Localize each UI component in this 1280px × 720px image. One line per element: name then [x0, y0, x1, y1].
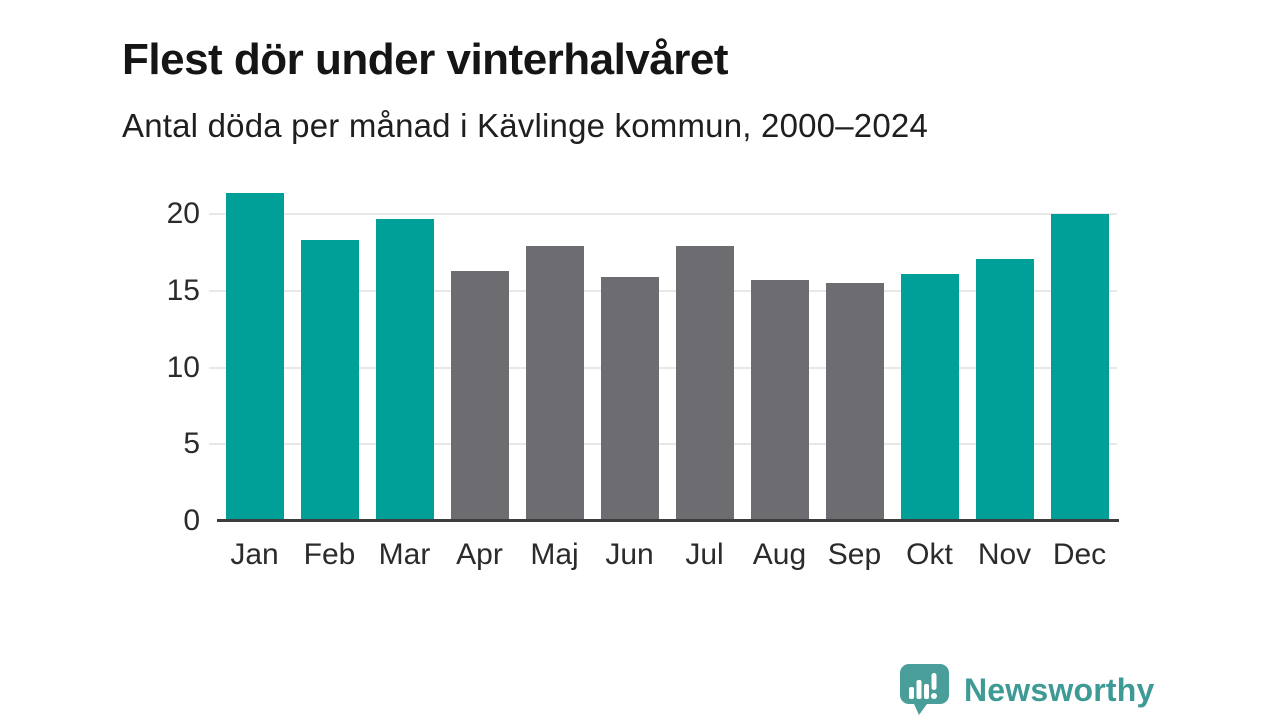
- bar-jun: [600, 277, 659, 521]
- gridline-y-20: [217, 213, 1117, 216]
- x-axis-label-jul: Jul: [685, 538, 724, 571]
- bar-okt: [900, 274, 959, 521]
- bar-aug: [750, 280, 809, 521]
- bar-mar: [375, 218, 434, 521]
- y-axis-tick-15: [209, 289, 217, 292]
- y-axis-label-20: 20: [166, 197, 200, 231]
- y-axis-tick-5: [209, 443, 217, 446]
- bar-jul: [675, 246, 734, 521]
- x-axis-label-mar: Mar: [378, 538, 431, 571]
- bar-jan: [225, 192, 284, 521]
- newsworthy-logo: Newsworthy: [897, 664, 1154, 716]
- gridline-y-5: [217, 443, 1117, 446]
- x-axis-label-sep: Sep: [827, 538, 882, 571]
- y-axis-label-15: 15: [166, 273, 200, 307]
- x-axis-label-dec: Dec: [1052, 538, 1107, 571]
- bar-apr: [450, 270, 509, 521]
- bar-sep: [825, 283, 884, 521]
- bar-maj: [525, 246, 584, 521]
- x-axis-label-feb: Feb: [303, 538, 356, 571]
- y-axis-label-0: 0: [183, 504, 200, 537]
- brand-name: Newsworthy: [964, 671, 1155, 708]
- x-axis-label-maj: Maj: [530, 538, 579, 571]
- x-axis-label-nov: Nov: [977, 538, 1032, 571]
- x-axis-label-aug: Aug: [752, 538, 807, 571]
- chart-subtitle: Antal döda per månad i Kävlinge kommun, …: [122, 107, 929, 144]
- y-axis-label-10: 10: [166, 350, 200, 384]
- x-axis-label-jun: Jun: [605, 538, 654, 571]
- x-axis-line: [217, 519, 1119, 522]
- bar-nov: [975, 258, 1034, 521]
- y-axis-tick-10: [209, 366, 217, 369]
- bar-chart-glyph: [909, 673, 937, 699]
- x-axis-label-apr: Apr: [456, 538, 503, 571]
- newsworthy-speech-bubble-bar-chart-icon: [900, 664, 949, 715]
- bar-feb: [300, 240, 359, 521]
- chart-title: Flest dör under vinterhalvåret: [122, 35, 729, 85]
- y-axis-label-5: 5: [183, 427, 200, 461]
- x-axis-label-jan: Jan: [230, 538, 279, 571]
- bar-dec: [1050, 214, 1109, 521]
- gridline-y-15: [217, 289, 1117, 292]
- gridline-y-10: [217, 366, 1117, 369]
- y-axis-tick-20: [209, 213, 217, 216]
- bar-chart: 0 5 10 15 20 Jan Feb Mar Apr Maj Jun Jul Aug Sep Okt No…: [167, 185, 1119, 571]
- x-axis-label-okt: Okt: [906, 538, 953, 571]
